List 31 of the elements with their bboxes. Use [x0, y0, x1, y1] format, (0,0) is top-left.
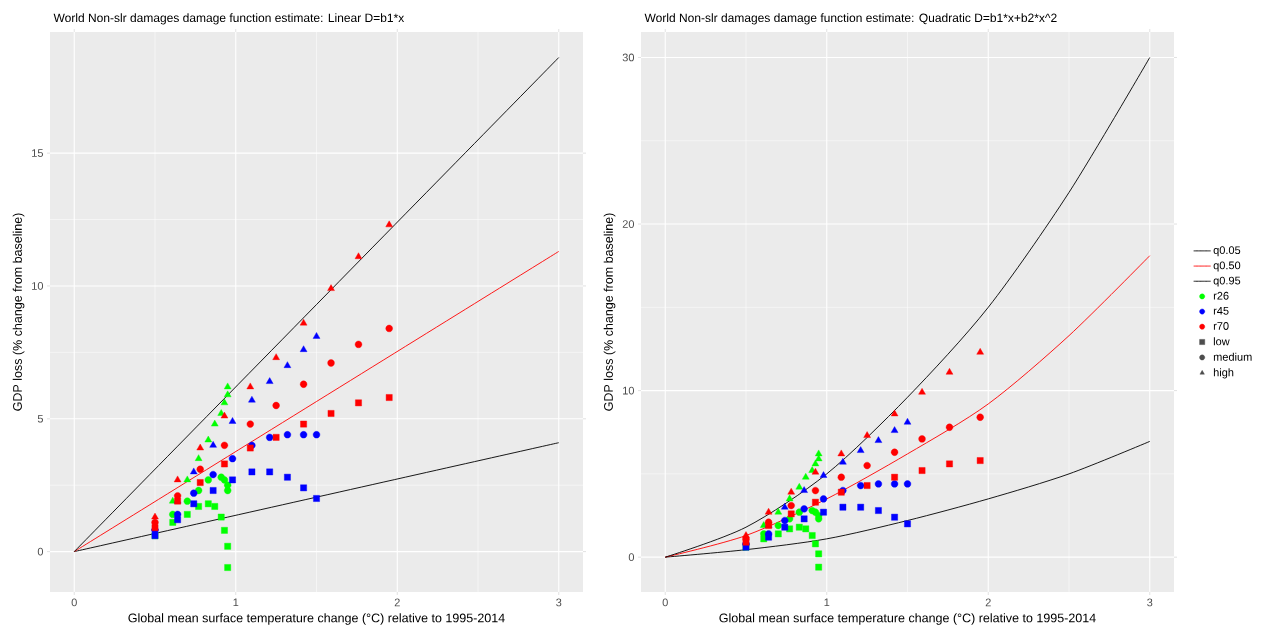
x-tick-label: 0: [662, 598, 668, 607]
y-tick-label: 15: [32, 149, 44, 157]
x-tick-label: 3: [1147, 598, 1153, 607]
legend-label: q0.95: [1213, 276, 1241, 287]
y-tick-label: 5: [37, 414, 44, 423]
y-axis-title: GDP loss (% change from baseline): [12, 213, 25, 411]
y-tick-label: 0: [628, 553, 635, 562]
x-tick-label: 1: [824, 598, 830, 607]
legend-label: r26: [1213, 291, 1229, 300]
legend-label: medium: [1213, 352, 1252, 361]
x-tick-label: 3: [556, 598, 562, 607]
y-tick-label: 0: [37, 547, 44, 556]
y-tick-label: 30: [622, 53, 635, 62]
y-tick-label: 10: [32, 282, 44, 290]
chart-title: World Non-slr damages damage function estimate: Quadratic D=b1*x+b2*x^2: [644, 13, 1057, 25]
x-tick-label: 0: [71, 598, 77, 607]
x-axis-title: Global mean surface temperature change (°C) relative to 1995-2014: [719, 613, 1096, 625]
legend-label: low: [1213, 337, 1230, 346]
x-tick-label: 1: [233, 598, 239, 607]
y-axis-title: GDP loss (% change from baseline): [603, 213, 616, 411]
legend-label: r45: [1213, 307, 1229, 315]
chart-title: World Non-slr damages damage function estimate: Linear D=b1*x: [53, 13, 405, 25]
legend-label: high: [1213, 368, 1234, 379]
y-tick-label: 10: [623, 386, 635, 395]
x-tick-label: 2: [985, 598, 991, 607]
legend-label: q0.05: [1213, 246, 1241, 257]
legend-label: r70: [1213, 322, 1229, 330]
legend-label: q0.50: [1213, 261, 1241, 272]
x-axis-title: Global mean surface temperature change (°C) relative to 1995-2014: [128, 613, 505, 625]
x-tick-label: 2: [394, 598, 400, 607]
y-tick-label: 20: [622, 220, 635, 228]
